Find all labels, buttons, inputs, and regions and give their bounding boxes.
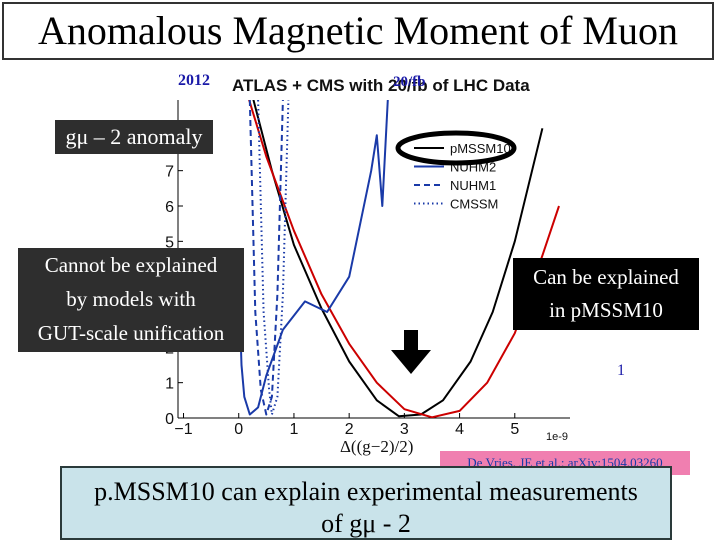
can-explain-box: Can be explained in pMSSM10: [513, 258, 699, 330]
slide-title: Anomalous Magnetic Moment of Muon: [38, 8, 678, 53]
left-note-line-2: by models with: [66, 287, 196, 311]
gm2-anomaly-label: gμ – 2 anomaly: [55, 120, 213, 154]
lumi-label: 20/fb: [393, 74, 426, 90]
legend-label: NUHM1: [450, 178, 496, 193]
conclusion-box: p.MSSM10 can explain experimental measur…: [60, 466, 672, 540]
down-arrow-icon: [391, 330, 431, 374]
y-tick-label: 7: [165, 164, 174, 181]
x-tick-label: −1: [174, 421, 192, 438]
right-note-line-2: in pMSSM10: [549, 298, 663, 322]
chart-title: ATLAS + CMS with 20/fb of LHC Data: [232, 76, 530, 95]
y-tick-label: 0: [165, 411, 174, 428]
y-tick-label: 6: [165, 199, 174, 216]
left-note-line-3: GUT-scale unification: [37, 321, 225, 345]
left-note-line-1: Cannot be explained: [44, 253, 218, 277]
x-tick-label: 3: [400, 421, 409, 438]
legend-highlight-ellipse: [395, 130, 517, 166]
x-axis-label: Δ((g−2)/2): [340, 437, 413, 456]
series-group: [237, 100, 560, 418]
legend-label: CMSSM: [450, 197, 498, 212]
series-line-cmssm: [257, 100, 290, 416]
x-scale-label: 1e-9: [546, 431, 568, 443]
x-tick-label: 0: [234, 421, 243, 438]
axes: −1012345012345678Δ((g−2)/2)1e-9: [165, 100, 570, 456]
y-tick-label: 1: [165, 376, 174, 393]
stray-label: 1: [617, 362, 625, 379]
title-box: Anomalous Magnetic Moment of Muon: [2, 2, 714, 60]
series-line-pmssm10: [252, 100, 544, 418]
x-tick-label: 2: [345, 421, 354, 438]
conclusion-line-1: p.MSSM10 can explain experimental measur…: [94, 477, 638, 506]
conclusion-line-2: of gμ - 2: [321, 509, 411, 538]
right-note-line-1: Can be explained: [533, 265, 679, 289]
x-tick-label: 4: [455, 421, 464, 438]
x-tick-label: 1: [289, 421, 298, 438]
legend-label: pMSSM10: [450, 141, 511, 156]
series-line-nuhm1: [248, 100, 284, 416]
y-tick-label: 5: [165, 234, 174, 251]
series-line-nuhm2: [237, 100, 389, 416]
year-label: 2012: [178, 72, 210, 89]
cannot-explain-box: Cannot be explained by models with GUT-s…: [18, 248, 244, 352]
series-line-parabola: [248, 100, 560, 418]
x-tick-label: 5: [510, 421, 519, 438]
